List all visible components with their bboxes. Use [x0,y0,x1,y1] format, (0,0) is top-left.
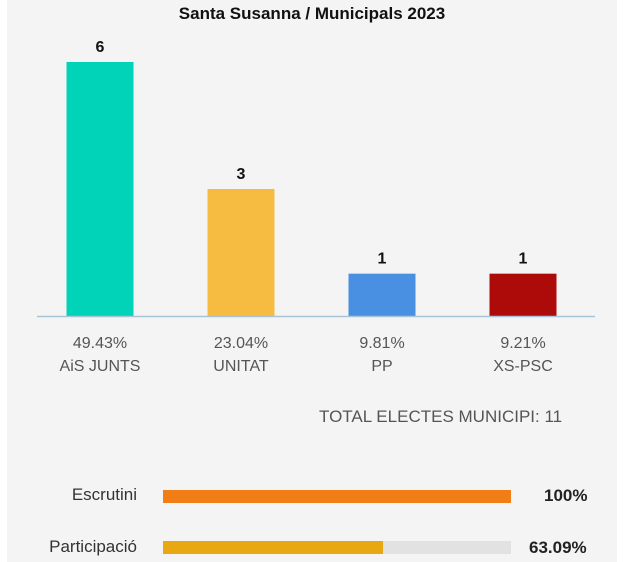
bar-value-label: 1 [378,251,387,268]
category-label: AiS JUNTS [60,358,141,375]
meter-value-escrutini: 100% [544,486,588,505]
bar-value-label: 6 [96,39,105,56]
category-label: XS-PSC [493,358,553,375]
bar-xs-psc [489,273,557,316]
meter-fill-escrutini [163,490,511,503]
meter-track-participacio [163,541,511,554]
meter-fill-participacio [163,541,383,554]
bar-unitat [207,189,275,316]
meter-track-escrutini [163,490,511,503]
results-panel: Santa Susanna / Municipals 2023 6 49.43% A… [7,0,617,562]
percentage-label: 9.81% [359,335,404,352]
percentage-label: 23.04% [214,335,268,352]
seats-bar-chart: 6 49.43% AiS JUNTS 3 23.04% UNITAT 1 9.81% PP 1 9.… [37,39,595,375]
percentage-label: 9.21% [500,335,545,352]
bar-value-label: 1 [519,251,528,268]
meter-label-escrutini: Escrutini [71,485,137,504]
bar-pp [348,273,416,316]
bar-ais-junts [66,62,134,316]
percentage-label: 49.43% [73,335,127,352]
chart-title: Santa Susanna / Municipals 2023 [178,4,446,23]
total-elected-label: TOTAL ELECTES MUNICIPI: 11 [319,407,563,426]
bar-value-label: 3 [237,166,246,183]
meter-value-participacio: 63.09% [529,538,587,557]
category-label: PP [371,358,392,375]
category-label: UNITAT [213,358,269,375]
meter-label-participacio: Participació [49,537,137,556]
